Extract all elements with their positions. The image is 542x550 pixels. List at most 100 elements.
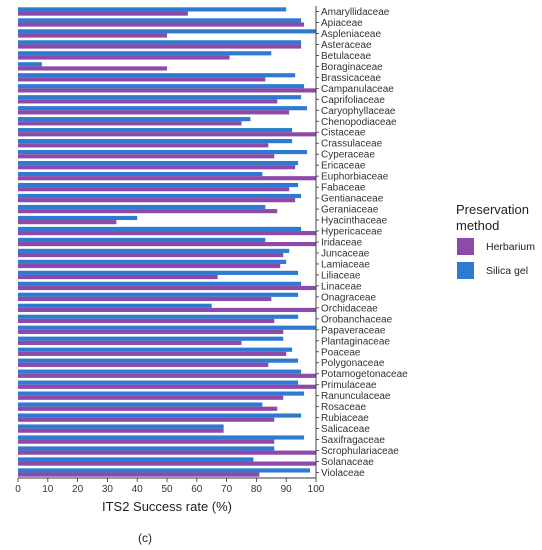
x-tick-label: 20 [72, 484, 84, 495]
bar-silica-gel-plantaginaceae [18, 336, 284, 341]
bar-silica-gel-campanulaceae [18, 84, 305, 89]
y-tick-label: Gentianaceae [321, 194, 384, 205]
y-tick-label: Violaceae [321, 468, 365, 479]
bar-silica-gel-salicaceae [18, 424, 224, 429]
bar-herbarium-caryophyllaceae [18, 110, 290, 115]
figure-caption: (c) [138, 531, 152, 545]
bar-silica-gel-hyacinthaceae [18, 215, 138, 221]
x-ticks: 0 10 20 30 40 50 60 70 80 90 100 [15, 478, 325, 495]
bar-herbarium-liliaceae [18, 274, 218, 280]
bar-silica-gel-onagraceae [18, 292, 299, 297]
bar-silica-gel-scrophulariaceae [18, 446, 275, 451]
bar-herbarium-scrophulariaceae [18, 450, 316, 455]
y-tick-label: Crassulaceae [321, 139, 383, 150]
bar-silica-gel-boraginaceae [18, 62, 42, 67]
y-tick-label: Asteraceae [321, 40, 372, 51]
bar-herbarium-amaryllidaceae [18, 11, 188, 16]
bar-herbarium-polygonaceae [18, 362, 269, 367]
bar-herbarium-salicaceae [18, 428, 224, 433]
legend-swatch-herbarium [457, 238, 474, 255]
bar-silica-gel-crassulaceae [18, 139, 293, 144]
bar-silica-gel-euphorbiaceae [18, 171, 263, 177]
y-tick-label: Apiaceae [321, 18, 363, 29]
bar-silica-gel-rosaceae [18, 402, 263, 407]
bar-silica-gel-rubiaceae [18, 413, 302, 418]
y-tick-label: Ericaceae [321, 161, 366, 172]
bar-silica-gel-amaryllidaceae [18, 7, 287, 12]
y-axis [315, 6, 319, 478]
x-tick-label: 50 [161, 484, 173, 495]
bar-herbarium-rubiaceae [18, 417, 275, 422]
y-tick-label: Poaceae [321, 347, 361, 358]
bar-herbarium-violaceae [18, 472, 260, 477]
bar-silica-gel-liliaceae [18, 270, 299, 275]
bar-herbarium-cyperaceae [18, 154, 275, 159]
legend-label-herbarium: Herbarium [486, 241, 535, 253]
x-tick-label: 30 [102, 484, 114, 495]
bars-layer [18, 7, 316, 477]
bar-herbarium-onagraceae [18, 296, 272, 302]
y-tick-label: Aspleniaceae [321, 29, 381, 40]
bar-herbarium-orchidaceae [18, 307, 316, 313]
y-tick-label: Primulaceae [321, 380, 377, 391]
bar-herbarium-ericaceae [18, 165, 296, 170]
y-tick-label: Iridaceae [321, 238, 363, 249]
bar-herbarium-asteraceae [18, 44, 302, 49]
bar-herbarium-fabaceae [18, 187, 290, 192]
legend-label-silica-gel: Silica gel [486, 265, 528, 277]
bar-herbarium-betulaceae [18, 55, 230, 60]
y-tick-label: Saxifragaceae [321, 435, 385, 446]
bar-silica-gel-saxifragaceae [18, 435, 305, 440]
bar-herbarium-poaceae [18, 351, 287, 356]
x-tick-label: 60 [191, 484, 203, 495]
y-tick-label: Hypericaceae [321, 227, 383, 238]
y-tick-label: Solanaceae [321, 457, 374, 468]
bar-herbarium-potamogetonaceae [18, 373, 316, 378]
y-tick-label: Cistaceae [321, 128, 366, 139]
y-tick-label: Salicaceae [321, 424, 370, 435]
y-tick-label: Caryophyllaceae [321, 106, 396, 117]
bar-silica-gel-primulaceae [18, 380, 299, 385]
bar-herbarium-crassulaceae [18, 143, 269, 148]
y-tick-label: Scrophulariaceae [321, 446, 399, 457]
bar-herbarium-gentianaceae [18, 198, 296, 203]
y-tick-labels: AmaryllidaceaeApiaceaeAspleniaceaeAstera… [321, 7, 408, 479]
bar-silica-gel-violaceae [18, 468, 311, 473]
bar-silica-gel-caprifoliaceae [18, 95, 302, 100]
x-tick-label: 100 [308, 484, 325, 495]
bar-silica-gel-cyperaceae [18, 150, 308, 155]
bar-silica-gel-asteraceae [18, 40, 302, 45]
bar-silica-gel-potamogetonaceae [18, 369, 302, 374]
bar-herbarium-iridaceae [18, 242, 316, 247]
bar-herbarium-papaveraceae [18, 329, 284, 334]
bar-silica-gel-lamiaceae [18, 259, 287, 264]
y-tick-label: Orobanchaceae [321, 314, 393, 325]
bar-silica-gel-ericaceae [18, 160, 299, 166]
bar-herbarium-brassicaceae [18, 77, 266, 82]
bar-silica-gel-papaveraceae [18, 325, 316, 330]
y-tick-label: Euphorbiaceae [321, 172, 389, 183]
legend-swatch-silica-gel [457, 262, 474, 279]
bar-silica-gel-hypericaceae [18, 226, 302, 232]
y-tick-label: Fabaceae [321, 183, 366, 194]
x-tick-label: 90 [281, 484, 293, 495]
bar-silica-gel-polygonaceae [18, 358, 299, 363]
x-tick-label: 80 [251, 484, 263, 495]
y-tick-label: Amaryllidaceae [321, 7, 390, 18]
bar-silica-gel-poaceae [18, 347, 293, 352]
bar-herbarium-lamiaceae [18, 263, 281, 269]
y-tick-label: Liliaceae [321, 270, 361, 281]
y-tick-label: Onagraceae [321, 292, 376, 303]
y-tick-label: Juncaceae [321, 248, 370, 259]
bar-silica-gel-betulaceae [18, 51, 272, 56]
bar-herbarium-hyacinthaceae [18, 220, 117, 225]
y-tick-label: Ranunculaceae [321, 391, 391, 402]
y-tick-label: Cyperaceae [321, 150, 375, 161]
bar-herbarium-euphorbiaceae [18, 176, 316, 181]
y-tick-label: Lamiaceae [321, 259, 370, 270]
y-tick-label: Caprifoliaceae [321, 95, 385, 106]
bar-herbarium-hypericaceae [18, 231, 316, 236]
legend-title-line-2: method [456, 218, 499, 233]
bar-herbarium-orobanchaceae [18, 318, 275, 324]
